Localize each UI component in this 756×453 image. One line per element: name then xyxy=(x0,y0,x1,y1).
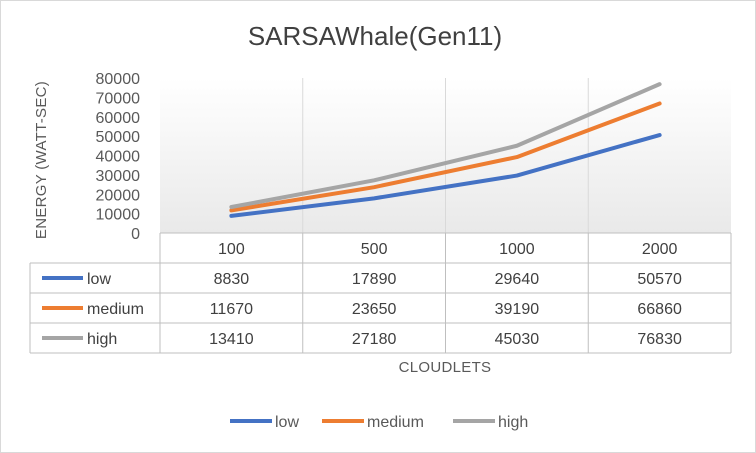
y-tick-label: 70000 xyxy=(96,90,141,107)
y-tick-label: 40000 xyxy=(96,149,141,166)
legend-label: low xyxy=(275,414,299,431)
data-label: 50570 xyxy=(637,271,682,288)
y-tick-label: 80000 xyxy=(96,71,141,88)
y-tick-label: 50000 xyxy=(96,129,141,146)
y-tick-label: 30000 xyxy=(96,168,141,185)
x-tick-label: 100 xyxy=(218,241,245,258)
data-label: 29640 xyxy=(495,271,540,288)
x-axis-label: CLOUDLETS xyxy=(399,359,492,376)
y-tick-label: 0 xyxy=(131,226,140,243)
y-tick-label: 10000 xyxy=(96,207,141,224)
legend: low medium high xyxy=(230,414,528,431)
y-tick-label: 20000 xyxy=(96,187,141,204)
y-axis-label: ENERGY (WATT-SEC) xyxy=(33,81,50,239)
data-table: 100 500 1000 2000 low 8830 17890 29640 50570 medi… xyxy=(29,232,732,354)
data-label: 17890 xyxy=(352,271,397,288)
legend-label: high xyxy=(498,414,528,431)
table-row-label: medium xyxy=(87,301,144,318)
table-row-label: high xyxy=(87,331,117,348)
legend-label: medium xyxy=(367,414,424,431)
y-tick-label: 60000 xyxy=(96,110,141,127)
data-label: 45030 xyxy=(495,331,540,348)
x-tick-label: 1000 xyxy=(499,241,535,258)
series-line-high xyxy=(229,82,662,210)
data-label: 76830 xyxy=(637,331,682,348)
data-label: 66860 xyxy=(637,301,682,318)
data-label: 8830 xyxy=(214,271,250,288)
series-line-low xyxy=(229,133,662,218)
data-label: 23650 xyxy=(352,301,397,318)
data-label: 39190 xyxy=(495,301,540,318)
y-ticks: 0 10000 20000 30000 40000 50000 60000 70000 8000… xyxy=(96,71,141,243)
x-tick-label: 2000 xyxy=(642,241,678,258)
table-row-label: low xyxy=(87,271,111,288)
series-line-medium xyxy=(229,101,662,213)
data-label: 27180 xyxy=(352,331,397,348)
plot-area xyxy=(160,78,731,233)
data-label: 13410 xyxy=(209,331,254,348)
data-label: 11670 xyxy=(210,301,253,318)
x-tick-label: 500 xyxy=(361,241,388,258)
chart-title: SARSAWhale(Gen11) xyxy=(248,21,502,51)
